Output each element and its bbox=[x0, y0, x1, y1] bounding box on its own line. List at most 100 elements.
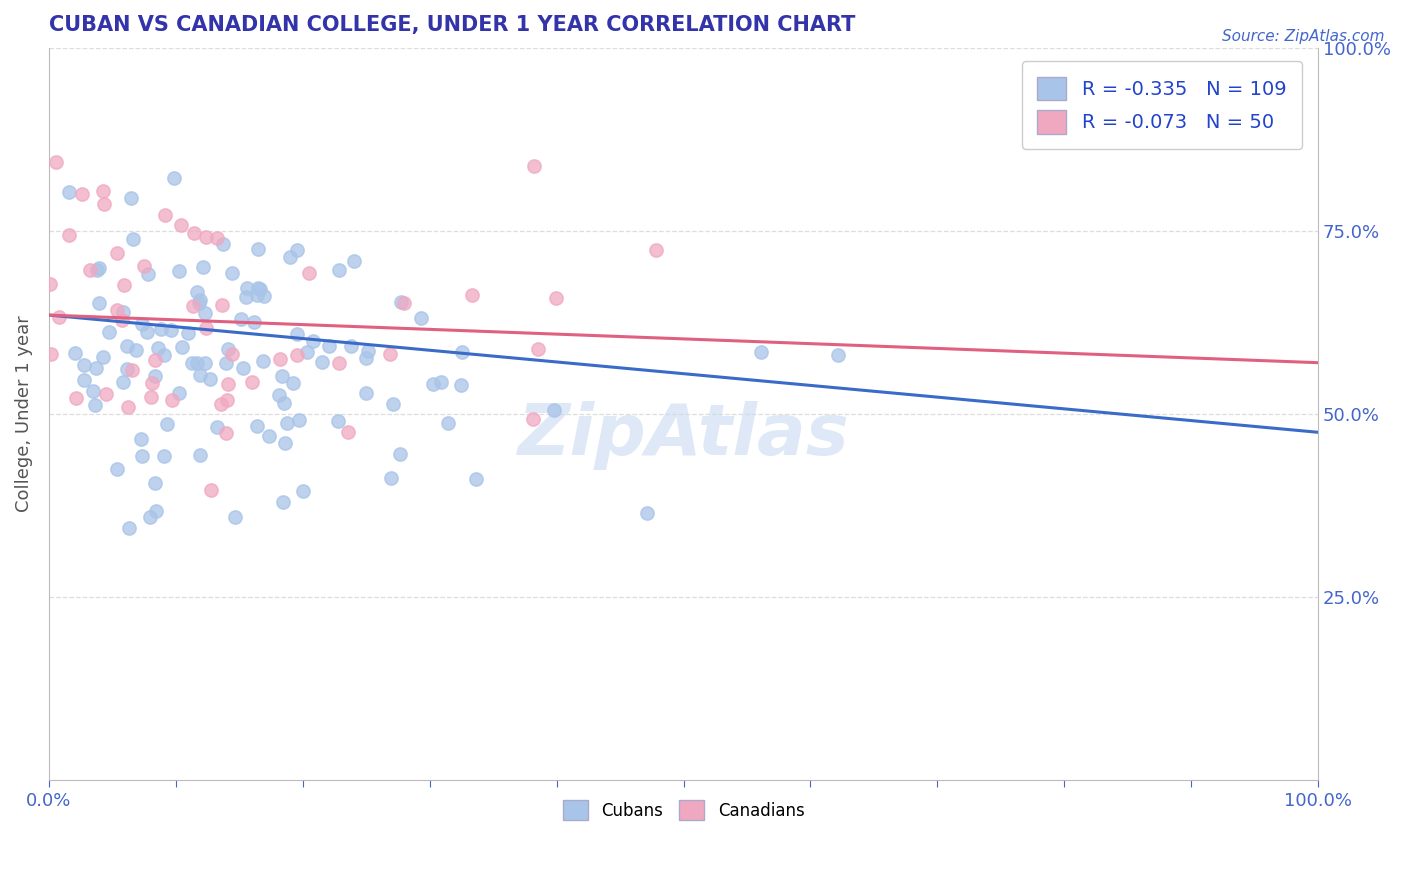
Point bbox=[177, 326, 200, 341]
Point bbox=[212, 236, 235, 251]
Point bbox=[392, 296, 415, 310]
Point bbox=[89, 296, 111, 310]
Point bbox=[388, 446, 411, 460]
Point bbox=[131, 449, 153, 463]
Point bbox=[160, 323, 183, 337]
Point bbox=[205, 420, 228, 434]
Point bbox=[235, 289, 257, 303]
Point bbox=[198, 371, 221, 385]
Point bbox=[236, 281, 259, 295]
Point bbox=[73, 373, 96, 387]
Point bbox=[105, 246, 128, 260]
Point bbox=[112, 305, 135, 319]
Point bbox=[87, 260, 110, 275]
Point bbox=[311, 354, 333, 368]
Point bbox=[337, 425, 360, 439]
Point bbox=[65, 346, 87, 360]
Point bbox=[121, 363, 143, 377]
Point bbox=[84, 398, 107, 412]
Text: ZipAtlas: ZipAtlas bbox=[517, 401, 849, 470]
Point bbox=[145, 476, 167, 491]
Point bbox=[136, 325, 159, 339]
Point bbox=[276, 417, 298, 431]
Point bbox=[357, 344, 380, 359]
Point bbox=[117, 400, 139, 414]
Point bbox=[200, 483, 222, 497]
Point bbox=[121, 232, 143, 246]
Point bbox=[141, 376, 163, 390]
Point bbox=[134, 259, 156, 273]
Point bbox=[120, 191, 142, 205]
Point bbox=[131, 432, 153, 446]
Point bbox=[297, 345, 319, 359]
Point bbox=[58, 185, 80, 199]
Point bbox=[246, 419, 269, 434]
Point bbox=[136, 267, 159, 281]
Y-axis label: College, Under 1 year: College, Under 1 year bbox=[15, 316, 32, 512]
Point bbox=[285, 348, 308, 362]
Point bbox=[79, 263, 101, 277]
Point bbox=[73, 358, 96, 372]
Point bbox=[543, 402, 565, 417]
Point bbox=[207, 231, 229, 245]
Point bbox=[354, 385, 377, 400]
Point bbox=[318, 339, 340, 353]
Point bbox=[153, 209, 176, 223]
Point bbox=[70, 187, 93, 202]
Point bbox=[180, 356, 202, 370]
Point bbox=[249, 282, 271, 296]
Point bbox=[645, 243, 668, 257]
Point bbox=[145, 504, 167, 518]
Point bbox=[84, 361, 107, 376]
Point bbox=[211, 298, 233, 312]
Point bbox=[112, 277, 135, 292]
Point bbox=[544, 292, 567, 306]
Point bbox=[139, 510, 162, 524]
Point bbox=[217, 377, 239, 392]
Point bbox=[326, 414, 349, 428]
Point bbox=[328, 262, 350, 277]
Point bbox=[267, 387, 290, 401]
Point bbox=[283, 376, 305, 390]
Point bbox=[217, 342, 239, 356]
Text: Source: ZipAtlas.com: Source: ZipAtlas.com bbox=[1222, 29, 1385, 44]
Point bbox=[86, 263, 108, 277]
Point bbox=[285, 243, 308, 257]
Point bbox=[124, 343, 146, 357]
Text: CUBAN VS CANADIAN COLLEGE, UNDER 1 YEAR CORRELATION CHART: CUBAN VS CANADIAN COLLEGE, UNDER 1 YEAR … bbox=[49, 15, 855, 35]
Point bbox=[389, 294, 412, 309]
Point bbox=[118, 521, 141, 535]
Point bbox=[827, 348, 849, 362]
Point bbox=[288, 413, 311, 427]
Point bbox=[378, 347, 401, 361]
Point bbox=[269, 352, 291, 367]
Point bbox=[145, 368, 167, 383]
Point bbox=[464, 472, 486, 486]
Point bbox=[91, 350, 114, 364]
Point bbox=[215, 392, 238, 407]
Point bbox=[193, 260, 215, 274]
Point bbox=[221, 266, 243, 280]
Point bbox=[98, 325, 121, 339]
Point bbox=[96, 386, 118, 401]
Point bbox=[302, 334, 325, 348]
Point bbox=[409, 310, 432, 325]
Point bbox=[188, 293, 211, 308]
Point bbox=[169, 263, 191, 277]
Point bbox=[170, 340, 193, 354]
Point bbox=[39, 347, 62, 361]
Point bbox=[221, 347, 243, 361]
Point bbox=[292, 483, 315, 498]
Point bbox=[273, 396, 295, 410]
Point bbox=[186, 285, 208, 299]
Point bbox=[111, 313, 134, 327]
Point bbox=[270, 369, 292, 384]
Point bbox=[522, 412, 544, 426]
Point bbox=[380, 471, 402, 485]
Point bbox=[195, 321, 218, 335]
Point bbox=[115, 339, 138, 353]
Point bbox=[48, 310, 70, 324]
Legend: Cubans, Canadians: Cubans, Canadians bbox=[555, 793, 811, 827]
Point bbox=[211, 397, 233, 411]
Point bbox=[240, 375, 263, 389]
